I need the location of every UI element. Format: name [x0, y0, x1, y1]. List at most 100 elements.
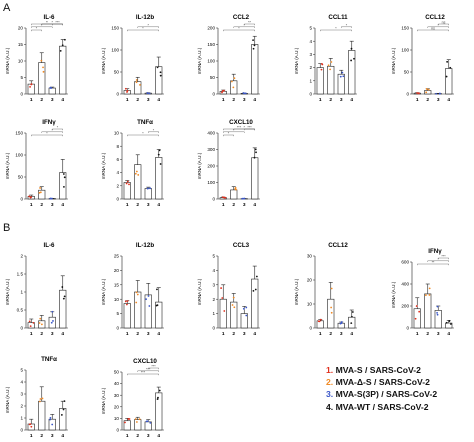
data-point [350, 59, 353, 62]
x-tick-label: 2 [426, 97, 429, 103]
significance-bracket [244, 128, 255, 131]
bar [327, 298, 335, 329]
data-point [320, 68, 323, 71]
data-point [158, 389, 161, 392]
significance-label: *** [151, 365, 156, 369]
y-tick-label: 3 [309, 52, 312, 57]
y-tick-label: 100 [207, 59, 215, 64]
data-point [254, 148, 257, 151]
data-point [39, 187, 41, 189]
y-tick-label: 40 [114, 381, 120, 386]
y-axis-label: mRNA (A.U.) [391, 281, 396, 308]
bar [27, 83, 35, 95]
y-tick-label: 30 [307, 254, 313, 259]
x-tick-label: 3 [340, 331, 343, 337]
x-tick-label: 2 [40, 331, 43, 337]
x-tick-label: 4 [61, 202, 64, 208]
y-tick-label: 150 [207, 42, 215, 47]
data-point [63, 176, 66, 179]
data-point [245, 314, 248, 317]
y-tick-label: 1 [309, 78, 312, 83]
data-point [126, 89, 129, 92]
y-tick-label: 0 [406, 326, 409, 331]
x-tick-label: 4 [157, 331, 160, 337]
data-point [30, 83, 33, 86]
data-point [135, 79, 138, 81]
data-point [231, 304, 234, 306]
significance-bracket [137, 26, 159, 28]
data-point [134, 172, 137, 175]
x-tick-label: 1 [30, 97, 33, 103]
panel-letter-a: A [3, 2, 11, 14]
x-tick-label: 2 [136, 331, 139, 337]
data-point [329, 68, 332, 71]
y-tick-label: 4 [309, 39, 312, 44]
data-point [438, 92, 441, 95]
y-tick-label: 3 [212, 282, 215, 287]
x-tick-label: 2 [40, 202, 43, 208]
x-tick-label: 3 [243, 97, 246, 103]
y-axis-label: mRNA (A.U.) [294, 47, 299, 74]
x-tick-label: 1 [126, 433, 129, 439]
legend-label-3: MVA-S(3P) / SARS-CoV-2 [335, 389, 438, 400]
x-tick-label: 4 [253, 331, 256, 337]
data-point [424, 294, 427, 297]
y-axis-label: mRNA (A.U.) [5, 386, 10, 413]
x-tick-label: 3 [51, 433, 54, 439]
data-point [29, 325, 32, 328]
y-axis-label: mRNA (A.U.) [294, 278, 299, 305]
bar [434, 310, 442, 329]
significance-label: ns [431, 27, 435, 31]
x-tick-label: 2 [426, 331, 429, 337]
x-tick-label: 2 [232, 331, 235, 337]
data-point [350, 322, 353, 325]
y-tick-label: 0 [20, 326, 23, 331]
data-point [221, 297, 224, 299]
significance-bracket [137, 370, 159, 372]
chart-title: IFNγ [42, 119, 56, 126]
y-tick-label: 20 [307, 278, 313, 283]
bar [123, 303, 131, 329]
data-point [252, 289, 255, 292]
data-point [127, 418, 130, 420]
x-tick-label: 1 [30, 202, 33, 208]
x-tick-label: 4 [447, 331, 450, 337]
x-tick-label: 3 [147, 331, 150, 337]
y-tick-label: 150 [111, 26, 119, 31]
data-point [241, 197, 244, 200]
data-point [156, 288, 158, 291]
significance-bracket [31, 134, 63, 137]
data-point [428, 294, 431, 296]
significance-bracket [127, 134, 159, 137]
significance-label: *** [237, 126, 242, 130]
data-point [49, 417, 52, 419]
y-tick-label: 2 [20, 404, 23, 409]
data-point [40, 323, 43, 326]
data-point [146, 187, 149, 190]
significance-bracket [223, 131, 245, 133]
data-point [124, 421, 126, 424]
x-tick-label: 4 [157, 97, 160, 103]
legend-item-3: 3. MVA-S(3P) / SARS-CoV-2 [326, 388, 437, 400]
y-tick-label: 10 [114, 131, 120, 136]
y-tick-label: 4 [116, 170, 119, 175]
chart-title: CCL3 [233, 242, 250, 249]
data-point [28, 195, 31, 198]
x-tick-label: 4 [157, 433, 160, 439]
data-point [39, 317, 42, 320]
data-point [126, 300, 129, 302]
x-tick-label: 1 [222, 331, 225, 337]
y-tick-label: 1.5 [17, 272, 24, 277]
data-point [139, 83, 141, 86]
data-point [416, 92, 419, 94]
y-tick-label: 0 [212, 92, 215, 97]
bar [230, 301, 238, 329]
x-tick-label: 2 [329, 97, 332, 103]
significance-bracket [127, 29, 159, 32]
data-point [159, 71, 162, 74]
x-tick-label: 1 [30, 331, 33, 337]
data-point [137, 174, 140, 176]
y-tick-label: 200 [401, 304, 409, 309]
significance-label: *** [146, 367, 151, 371]
